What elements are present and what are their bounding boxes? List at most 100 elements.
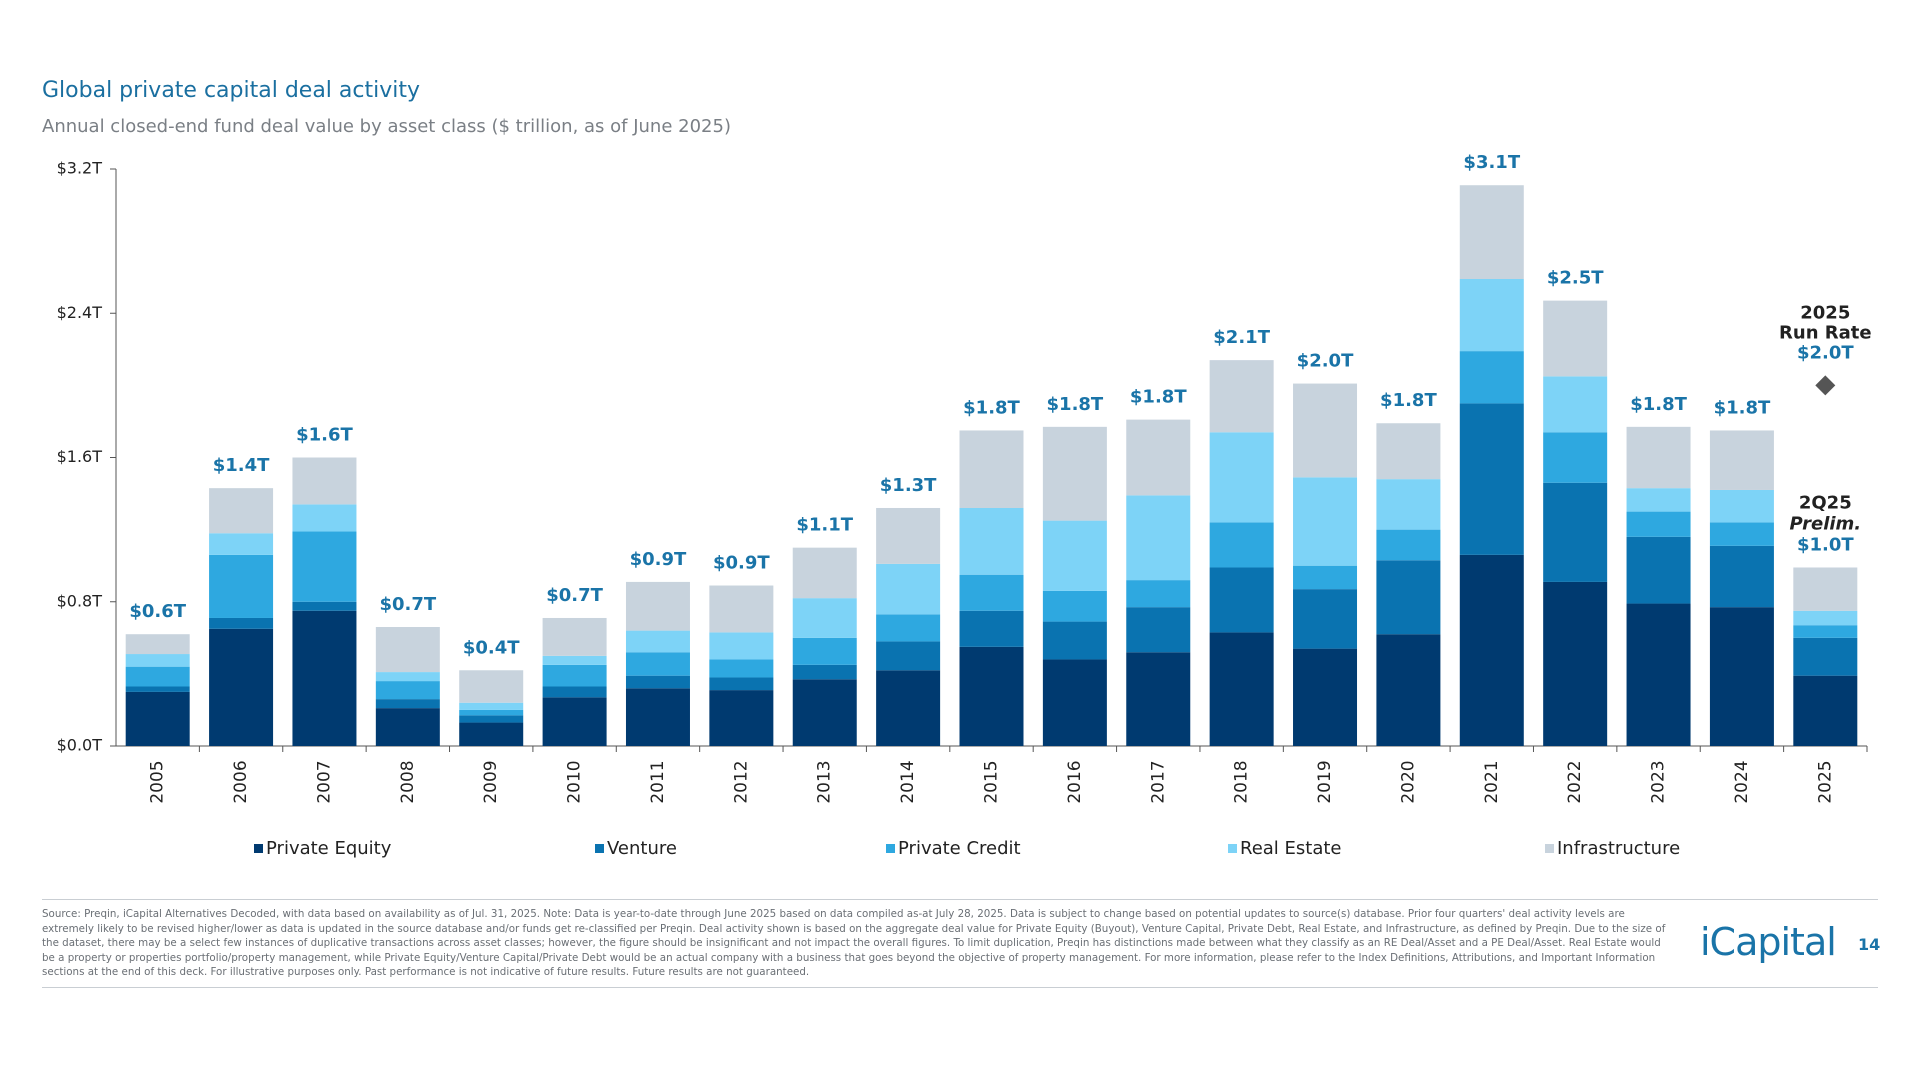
bar-segment xyxy=(709,632,774,660)
bar-segment xyxy=(876,670,941,746)
bar-segment xyxy=(459,670,524,703)
bar-segment xyxy=(1042,621,1107,660)
x-tick-label: 2014 xyxy=(898,760,918,803)
x-tick-label: 2009 xyxy=(481,760,501,803)
bar-segment xyxy=(292,504,357,532)
bar-segment xyxy=(1126,580,1191,608)
x-tick-label: 2013 xyxy=(815,760,835,803)
bar-segment xyxy=(209,617,274,629)
bar-segment xyxy=(292,457,357,505)
divider xyxy=(42,899,1878,900)
x-tick-label: 2024 xyxy=(1732,760,1752,803)
run-rate-value: $2.0T xyxy=(1797,342,1854,363)
bar-segment xyxy=(792,547,857,599)
total-label: $2.0T xyxy=(1297,351,1354,372)
bar-segment xyxy=(1459,554,1524,746)
bar-segment xyxy=(542,697,607,746)
total-label: $0.4T xyxy=(463,637,520,658)
total-label: $1.6T xyxy=(296,425,353,446)
bar-segment xyxy=(1793,637,1858,676)
bar-segment xyxy=(1293,383,1358,478)
bar-segment xyxy=(125,654,190,667)
bar-segment xyxy=(1793,675,1858,746)
x-tick-label: 2016 xyxy=(1065,760,1085,803)
logo: iCapital xyxy=(1700,920,1837,964)
run-rate-label: Run Rate xyxy=(1779,322,1872,343)
bar-segment xyxy=(876,507,941,564)
bar-segment xyxy=(209,488,274,534)
bar-segment xyxy=(1376,634,1441,746)
prelim-note: 2Q25 xyxy=(1799,492,1852,513)
bar-segment xyxy=(542,686,607,698)
run-rate-label: 2025 xyxy=(1800,302,1850,323)
bar-segment xyxy=(459,722,524,746)
bar-segment xyxy=(709,659,774,678)
bar-segment xyxy=(1209,432,1274,523)
bar-segment xyxy=(1376,479,1441,530)
bar-segment xyxy=(375,626,440,673)
bar-segment xyxy=(459,709,524,716)
bar-segment xyxy=(959,507,1024,575)
total-label: $1.1T xyxy=(796,515,853,536)
x-tick-label: 2010 xyxy=(565,760,585,803)
total-label: $1.8T xyxy=(1630,394,1687,415)
bar-segment xyxy=(625,630,690,653)
x-tick-label: 2018 xyxy=(1232,760,1252,803)
bar-segment xyxy=(1126,495,1191,581)
bar-segment xyxy=(209,628,274,746)
total-label: $1.0T xyxy=(1797,534,1854,555)
total-label: $1.4T xyxy=(213,455,270,476)
bar-segment xyxy=(1209,522,1274,568)
bar-segment xyxy=(1293,589,1358,649)
y-tick-label: $1.6T xyxy=(57,447,103,466)
bar-segment xyxy=(1376,560,1441,635)
bar-segment xyxy=(959,646,1024,746)
x-tick-label: 2025 xyxy=(1815,760,1835,803)
total-label: $1.8T xyxy=(1130,387,1187,408)
x-tick-label: 2007 xyxy=(314,760,334,803)
y-tick-label: $0.8T xyxy=(57,591,103,610)
bar-segment xyxy=(709,690,774,746)
bar-segment xyxy=(876,641,941,671)
legend-label: Real Estate xyxy=(1240,838,1342,859)
bar-segment xyxy=(1459,351,1524,404)
source-note: Source: Preqin, iCapital Alternatives De… xyxy=(42,908,1666,979)
total-label: $1.3T xyxy=(880,475,937,496)
legend-swatch xyxy=(1545,844,1554,853)
bar-segment xyxy=(1626,426,1691,489)
total-label: $0.9T xyxy=(713,553,770,574)
x-tick-label: 2006 xyxy=(231,760,251,803)
divider xyxy=(42,987,1878,988)
chart-title: Global private capital deal activity xyxy=(42,78,420,103)
bar-segment xyxy=(1626,603,1691,746)
chart-subtitle: Annual closed-end fund deal value by ass… xyxy=(42,116,731,137)
legend-swatch xyxy=(1228,844,1237,853)
bar-segment xyxy=(1709,522,1774,546)
bar-segment xyxy=(876,614,941,642)
x-tick-label: 2015 xyxy=(982,760,1002,803)
bar-segment xyxy=(959,574,1024,611)
bar-segment xyxy=(1293,477,1358,566)
total-label: $1.8T xyxy=(1714,397,1771,418)
bar-segment xyxy=(625,652,690,676)
bar-segment xyxy=(625,688,690,746)
bar-segment xyxy=(1376,423,1441,480)
y-tick-label: $2.4T xyxy=(57,303,103,322)
legend-swatch xyxy=(254,844,263,853)
bar-segment xyxy=(125,666,190,687)
legend-label: Private Credit xyxy=(898,838,1021,859)
bar-segment xyxy=(1209,567,1274,633)
bar-segment xyxy=(1376,529,1441,561)
bar-segment xyxy=(1459,185,1524,279)
total-label: $1.8T xyxy=(1047,394,1104,415)
x-tick-label: 2005 xyxy=(148,760,168,803)
bar-segment xyxy=(125,691,190,746)
bar-segment xyxy=(292,610,357,746)
legend-label: Venture xyxy=(607,838,677,859)
bar-segment xyxy=(1126,652,1191,746)
bar-segment xyxy=(1626,536,1691,604)
bar-segment xyxy=(375,672,440,682)
bar-segment xyxy=(1042,426,1107,521)
bar-segment xyxy=(1793,610,1858,626)
